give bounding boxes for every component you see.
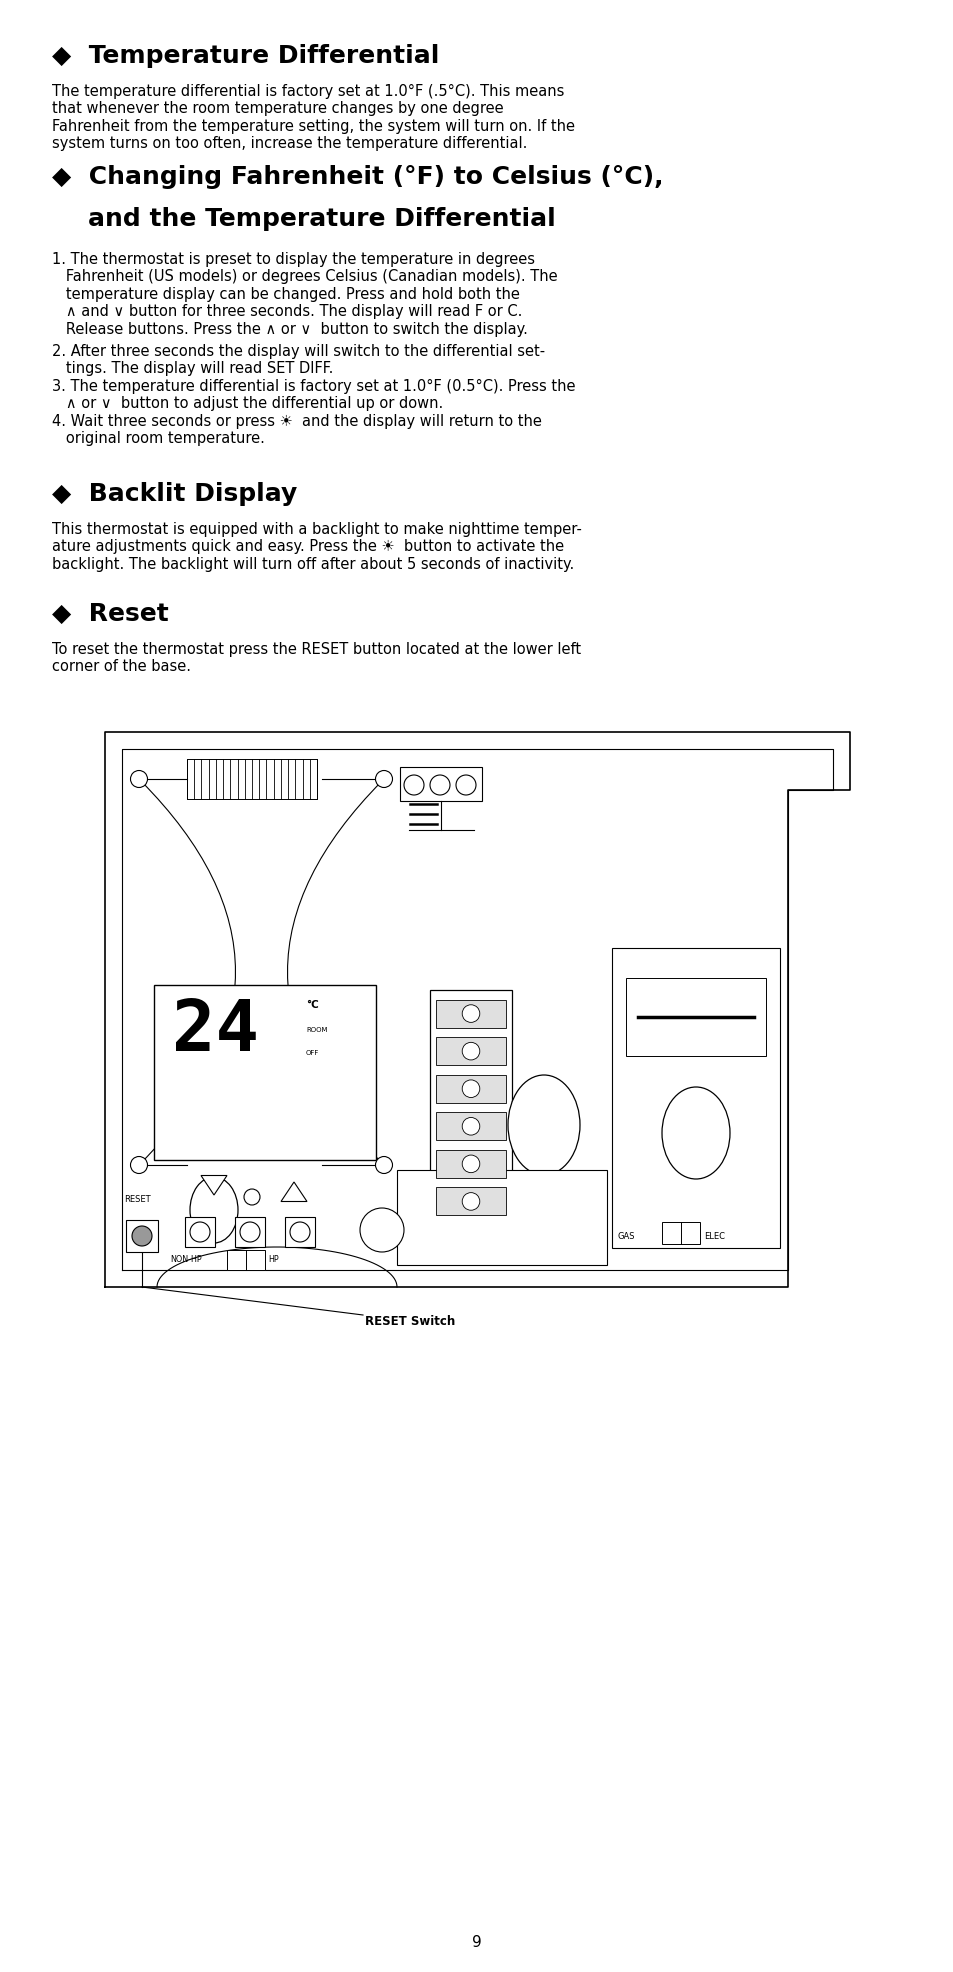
Circle shape (244, 1189, 260, 1205)
Bar (436, 1112, 505, 1140)
Text: GAS: GAS (618, 1232, 635, 1240)
Circle shape (456, 775, 476, 795)
Bar (187, 759, 316, 799)
Polygon shape (201, 1175, 227, 1195)
Text: 24: 24 (172, 998, 258, 1067)
Text: ◆  Changing Fahrenheit (°F) to Celsius (°C),: ◆ Changing Fahrenheit (°F) to Celsius (°… (52, 166, 662, 189)
Circle shape (430, 775, 450, 795)
Text: corner of the base.: corner of the base. (52, 659, 191, 674)
Text: backlight. The backlight will turn off after about 5 seconds of inactivity.: backlight. The backlight will turn off a… (52, 556, 574, 572)
Circle shape (131, 1156, 148, 1173)
Bar (234, 1217, 265, 1246)
Bar (436, 1037, 505, 1065)
Circle shape (375, 771, 392, 787)
Text: ◆  Reset: ◆ Reset (52, 601, 169, 625)
Text: 4. Wait three seconds or press ☀  and the display will return to the: 4. Wait three seconds or press ☀ and the… (52, 414, 541, 430)
Ellipse shape (190, 1177, 237, 1242)
Circle shape (131, 771, 148, 787)
Circle shape (359, 1209, 403, 1252)
Circle shape (461, 1193, 479, 1211)
Bar (436, 1075, 505, 1102)
Polygon shape (281, 1181, 307, 1201)
Text: ◆  Temperature Differential: ◆ Temperature Differential (52, 43, 439, 67)
Text: tings. The display will read SET DIFF.: tings. The display will read SET DIFF. (52, 361, 333, 377)
Bar (227, 1250, 265, 1270)
Text: Fahrenheit from the temperature setting, the system will turn on. If the: Fahrenheit from the temperature setting,… (52, 118, 575, 134)
Circle shape (132, 1227, 152, 1246)
Text: The temperature differential is factory set at 1.0°F (.5°C). This means: The temperature differential is factory … (52, 85, 564, 99)
Text: temperature display can be changed. Press and hold both the: temperature display can be changed. Pres… (52, 288, 519, 302)
Text: OFF: OFF (306, 1049, 319, 1055)
Circle shape (240, 1223, 260, 1242)
Circle shape (461, 1043, 479, 1059)
Bar (153, 984, 375, 1160)
Bar (430, 990, 512, 1225)
Text: original room temperature.: original room temperature. (52, 432, 265, 446)
Text: ∧ and ∨ button for three seconds. The display will read F or C.: ∧ and ∨ button for three seconds. The di… (52, 304, 522, 319)
Bar (436, 1000, 505, 1027)
Bar (399, 767, 481, 801)
Ellipse shape (507, 1075, 579, 1175)
Bar (625, 978, 765, 1055)
Bar (285, 1217, 314, 1246)
Bar (612, 949, 780, 1248)
Text: 9: 9 (472, 1935, 481, 1950)
Text: 3. The temperature differential is factory set at 1.0°F (0.5°C). Press the: 3. The temperature differential is facto… (52, 379, 575, 394)
Text: To reset the thermostat press the RESET button located at the lower left: To reset the thermostat press the RESET … (52, 643, 580, 657)
Circle shape (461, 1118, 479, 1136)
Text: ature adjustments quick and easy. Press the ☀  button to activate the: ature adjustments quick and easy. Press … (52, 540, 563, 554)
Text: ROOM: ROOM (306, 1027, 327, 1033)
Text: that whenever the room temperature changes by one degree: that whenever the room temperature chang… (52, 101, 503, 116)
Text: This thermostat is equipped with a backlight to make nighttime temper-: This thermostat is equipped with a backl… (52, 523, 581, 536)
Text: and the Temperature Differential: and the Temperature Differential (88, 207, 556, 231)
Text: Fahrenheit (US models) or degrees Celsius (Canadian models). The: Fahrenheit (US models) or degrees Celsiu… (52, 270, 558, 284)
Circle shape (375, 1156, 392, 1173)
Text: 1. The thermostat is preset to display the temperature in degrees: 1. The thermostat is preset to display t… (52, 252, 535, 266)
Circle shape (461, 1081, 479, 1098)
Text: RESET Switch: RESET Switch (365, 1315, 455, 1327)
Circle shape (190, 1223, 210, 1242)
Circle shape (461, 1156, 479, 1173)
Text: RESET: RESET (124, 1195, 151, 1205)
Text: HP: HP (268, 1254, 278, 1264)
Text: ∧ or ∨  button to adjust the differential up or down.: ∧ or ∨ button to adjust the differential… (52, 396, 443, 412)
Text: Release buttons. Press the ∧ or ∨  button to switch the display.: Release buttons. Press the ∧ or ∨ button… (52, 321, 527, 337)
Text: NON-HP: NON-HP (170, 1254, 201, 1264)
Circle shape (403, 775, 423, 795)
Text: 2. After three seconds the display will switch to the differential set-: 2. After three seconds the display will … (52, 343, 544, 359)
Bar (661, 1223, 700, 1244)
Bar (436, 1187, 505, 1215)
Ellipse shape (661, 1087, 729, 1179)
Text: system turns on too often, increase the temperature differential.: system turns on too often, increase the … (52, 136, 527, 152)
Text: ELEC: ELEC (703, 1232, 724, 1240)
Bar (436, 1150, 505, 1177)
Circle shape (290, 1223, 310, 1242)
Bar (396, 1169, 606, 1264)
Bar (126, 1221, 158, 1252)
Bar (185, 1217, 214, 1246)
Circle shape (461, 1006, 479, 1021)
Text: ◆  Backlit Display: ◆ Backlit Display (52, 481, 297, 507)
Text: °C: °C (306, 1000, 318, 1010)
